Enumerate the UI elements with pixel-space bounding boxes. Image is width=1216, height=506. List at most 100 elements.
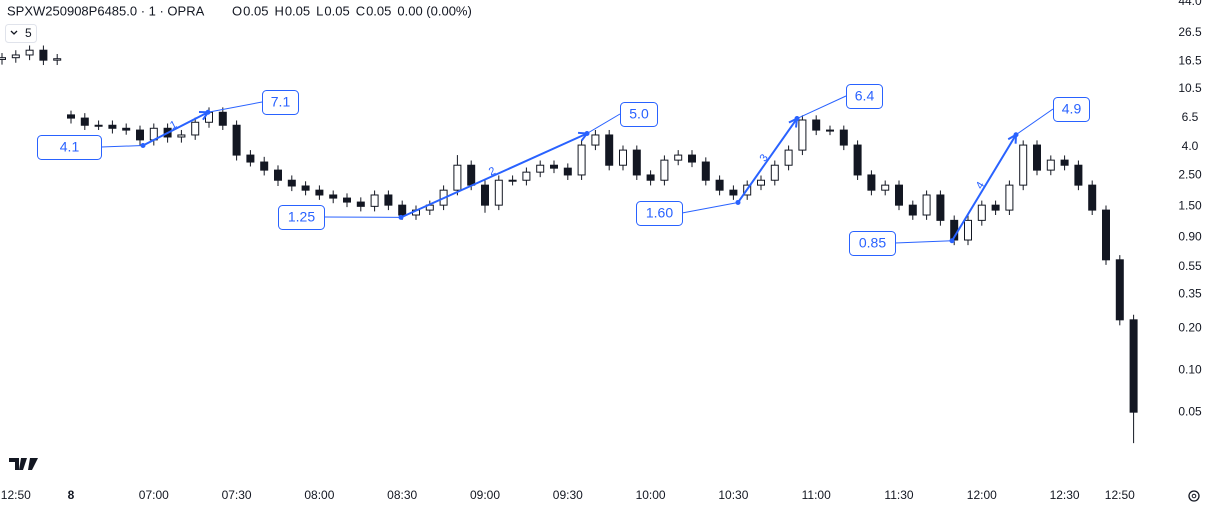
candle-body	[370, 194, 379, 207]
callout-point	[735, 199, 741, 205]
candle-body	[218, 111, 227, 126]
indicator-count: 5	[25, 26, 32, 40]
callout-line	[207, 101, 263, 113]
x-tick-label: 10:30	[718, 488, 748, 502]
candle-body	[1046, 159, 1055, 171]
candle-body	[191, 121, 200, 136]
callout-point	[949, 238, 955, 244]
candle-body	[1074, 164, 1083, 186]
callout-line	[1015, 108, 1054, 136]
candle-body	[563, 167, 572, 176]
candle-body	[177, 134, 186, 138]
candle-body	[494, 179, 503, 206]
candle-body	[232, 124, 241, 156]
candle-body	[895, 184, 903, 206]
ohlc-value: 0.05	[324, 3, 349, 18]
candle-body	[1005, 184, 1014, 211]
candle-body	[812, 119, 821, 131]
candle-body	[964, 219, 972, 241]
y-tick-label: 2.50	[1178, 168, 1202, 182]
gear-core	[1191, 493, 1197, 499]
x-tick-label: 10:00	[636, 488, 666, 502]
candle-body	[922, 194, 931, 216]
candle-body	[839, 129, 848, 146]
leg-label: 4	[974, 180, 987, 191]
candle-body	[94, 124, 103, 127]
leg-line	[400, 132, 588, 219]
callout-line	[894, 240, 953, 244]
gear[interactable]	[1188, 490, 1200, 502]
x-tick-label: 11:00	[802, 488, 831, 502]
candle-body	[0, 57, 6, 60]
leg-line	[737, 117, 798, 204]
callout-box	[849, 231, 896, 256]
callout-point	[205, 109, 211, 115]
x-tick-label: 12:50	[1, 488, 31, 502]
candle-body	[356, 201, 365, 207]
y-tick-label: 0.05	[1178, 404, 1202, 418]
candle-body	[577, 144, 586, 176]
callout-box	[262, 90, 299, 115]
candle-body	[936, 194, 945, 221]
callout-label: 1.60	[646, 205, 673, 221]
x-tick-label: 11:30	[884, 488, 913, 502]
y-tick-label: 10.5	[1178, 81, 1202, 95]
y-tick-label: 0.35	[1178, 287, 1202, 301]
candle-body	[729, 189, 738, 196]
leg-label: 1	[168, 119, 179, 132]
ohlc-label: L	[316, 3, 323, 18]
candle-body	[246, 154, 255, 163]
candle-body	[301, 185, 310, 191]
candle-body	[398, 204, 407, 216]
candle-body	[977, 204, 986, 221]
candle-body	[646, 174, 655, 181]
candle-body	[881, 184, 890, 191]
candle-body	[688, 154, 696, 163]
y-tick-label: 26.5	[1178, 25, 1202, 39]
candle-body	[660, 159, 669, 181]
candle-body	[287, 179, 296, 187]
candle-body	[122, 127, 131, 131]
candle-body	[757, 179, 765, 186]
ohlc-label: C	[356, 3, 365, 18]
candle-body	[867, 174, 876, 191]
symbol-header: SPXW250908P6485.0 · 1 · OPRA	[7, 3, 205, 18]
candle-body	[1129, 319, 1138, 413]
settings-icon[interactable]	[1188, 490, 1200, 502]
y-tick-label: 0.55	[1178, 259, 1202, 273]
callout-label: 5.0	[629, 106, 649, 122]
candle-body	[343, 197, 351, 203]
leg-label: 3	[757, 152, 770, 164]
candle-body	[384, 194, 393, 206]
ohlc-label: O	[232, 3, 242, 18]
candle-body	[550, 164, 558, 169]
x-tick-label: 8	[68, 488, 75, 502]
ohlc-value: 0.05	[366, 3, 391, 18]
callout-point	[398, 214, 404, 220]
candle-body	[80, 117, 89, 126]
candle-body	[25, 49, 34, 56]
callout-line	[796, 95, 847, 120]
candle-body	[260, 161, 269, 171]
callout-box	[1053, 97, 1090, 122]
candle-body	[591, 134, 600, 146]
candle-body	[798, 119, 807, 151]
candle-body	[619, 149, 627, 166]
indicator-toggle[interactable]: 5	[5, 24, 37, 43]
x-tick-label: 08:00	[304, 488, 334, 502]
candle-body	[1088, 184, 1097, 211]
candle-body	[467, 164, 476, 186]
callout-label: 4.1	[60, 139, 80, 155]
candle-body	[329, 194, 338, 199]
toggle-box[interactable]	[5, 24, 37, 43]
callout-point	[140, 143, 146, 149]
y-tick-label: 44.0	[1178, 0, 1202, 8]
candle-body	[1060, 159, 1069, 166]
y-tick-label: 1.50	[1178, 199, 1202, 213]
callout-box	[846, 84, 883, 109]
candle-body	[536, 164, 545, 173]
callout-line	[586, 113, 621, 134]
x-tick-label: 09:00	[470, 488, 500, 502]
candle-body	[53, 58, 62, 61]
